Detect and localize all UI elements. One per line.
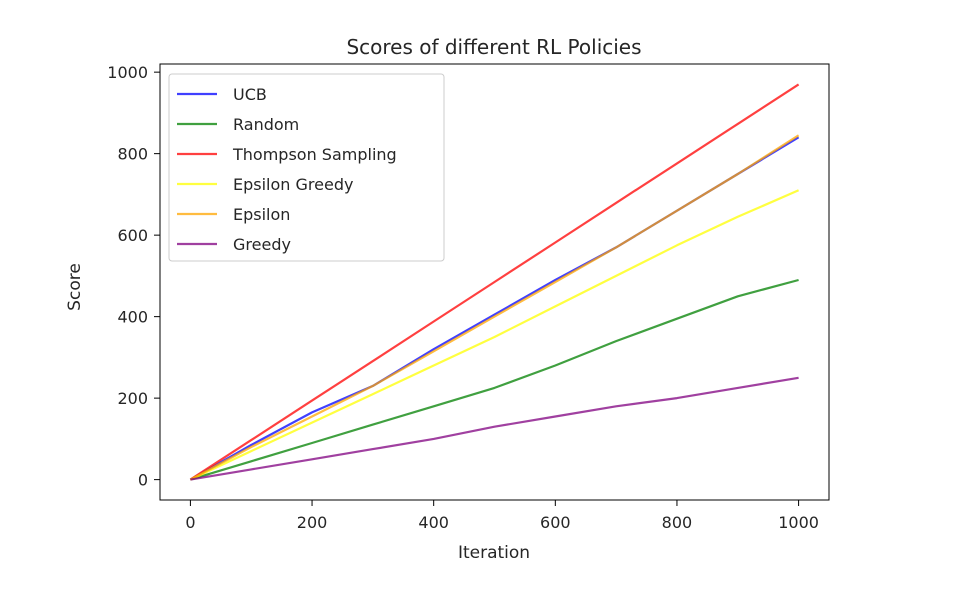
x-axis: 0 200 400 600 800 1000	[185, 500, 819, 532]
y-tick-label: 200	[117, 389, 148, 408]
legend-label: Thompson Sampling	[232, 145, 397, 164]
legend-label: Random	[233, 115, 299, 134]
legend-label: Epsilon	[233, 205, 290, 224]
series-line-thompson-sampling	[189, 83, 800, 481]
y-tick-label: 600	[117, 226, 148, 245]
x-tick-label: 0	[185, 513, 195, 532]
legend-label: UCB	[233, 85, 267, 104]
series-lines	[189, 83, 800, 481]
x-axis-label: Iteration	[458, 543, 530, 563]
y-axis-label: Score	[65, 263, 85, 311]
legend-box	[168, 73, 445, 262]
series-line-random	[190, 278, 799, 481]
x-tick-label: 800	[662, 513, 693, 532]
y-tick-label: 1000	[107, 63, 148, 82]
chart-title: Scores of different RL Policies	[346, 35, 641, 59]
series-line-greedy	[190, 376, 799, 481]
x-tick-label: 1000	[778, 513, 819, 532]
legend-label: Greedy	[233, 235, 291, 254]
series-line-epsilon	[189, 134, 800, 481]
y-tick-label: 800	[117, 145, 148, 164]
y-axis: 0 200 400 600 800 1000	[107, 63, 160, 490]
legend: UCB Random Thompson Sampling Epsilon Greedy…	[168, 73, 445, 262]
legend-label: Epsilon Greedy	[233, 175, 353, 194]
y-tick-label: 400	[117, 308, 148, 327]
x-tick-label: 200	[297, 513, 328, 532]
y-tick-label: 0	[138, 471, 148, 490]
x-tick-label: 400	[418, 513, 449, 532]
series-line-epsilon-greedy	[189, 189, 800, 481]
x-tick-label: 600	[540, 513, 571, 532]
